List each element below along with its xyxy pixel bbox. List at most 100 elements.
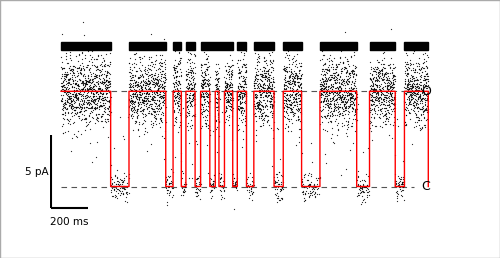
Point	[142, 85, 150, 89]
Point	[378, 67, 386, 71]
Point	[238, 87, 246, 91]
Point	[342, 96, 350, 101]
Point	[102, 98, 110, 102]
Point	[144, 111, 152, 115]
Point	[106, 98, 114, 102]
Point	[112, 194, 120, 198]
Point	[62, 102, 70, 107]
Point	[66, 82, 74, 86]
Point	[184, 121, 192, 125]
Point	[198, 84, 206, 88]
Point	[286, 86, 294, 90]
Point	[418, 46, 426, 50]
Point	[175, 51, 183, 55]
Point	[268, 105, 276, 109]
Point	[346, 124, 354, 128]
Point	[410, 101, 418, 106]
Point	[246, 193, 254, 197]
Point	[326, 78, 334, 82]
Point	[326, 86, 334, 90]
Point	[385, 62, 393, 67]
Point	[411, 91, 419, 95]
Point	[420, 76, 428, 80]
Point	[87, 98, 95, 102]
Point	[273, 126, 281, 130]
Point	[390, 106, 398, 110]
Point	[368, 138, 376, 142]
Point	[384, 78, 392, 82]
Point	[326, 78, 334, 82]
Point	[302, 191, 310, 195]
Point	[319, 107, 327, 111]
Point	[120, 187, 128, 191]
Point	[283, 105, 291, 109]
Point	[126, 74, 134, 78]
Point	[128, 88, 136, 92]
Point	[344, 90, 352, 94]
Point	[74, 91, 82, 95]
Point	[203, 99, 211, 103]
Point	[226, 107, 234, 111]
Point	[342, 104, 350, 109]
Point	[200, 102, 208, 106]
Point	[74, 66, 82, 70]
Point	[204, 65, 212, 69]
Point	[174, 62, 182, 66]
Point	[418, 104, 426, 109]
Point	[263, 78, 271, 82]
Point	[70, 88, 78, 92]
Point	[64, 96, 72, 100]
Point	[68, 94, 76, 99]
Point	[170, 110, 177, 114]
Point	[130, 108, 138, 112]
Point	[248, 174, 256, 179]
Point	[72, 86, 80, 91]
Point	[252, 74, 260, 78]
Point	[188, 69, 196, 74]
Point	[320, 114, 328, 118]
Point	[386, 96, 394, 100]
Point	[238, 69, 246, 73]
Point	[328, 75, 336, 79]
Point	[146, 46, 154, 50]
Point	[99, 112, 107, 116]
Point	[152, 116, 160, 120]
Point	[170, 118, 178, 123]
Point	[402, 91, 410, 95]
Point	[58, 104, 66, 108]
Point	[156, 96, 164, 101]
Point	[419, 88, 427, 93]
Point	[194, 176, 202, 180]
Point	[268, 97, 276, 101]
Point	[78, 96, 86, 100]
Point	[188, 71, 196, 75]
Point	[182, 100, 190, 104]
Point	[254, 72, 262, 77]
Point	[318, 76, 326, 80]
Point	[418, 70, 426, 75]
Point	[371, 69, 379, 73]
Point	[386, 27, 394, 31]
Point	[57, 98, 65, 102]
Point	[172, 64, 180, 68]
Point	[290, 99, 298, 103]
Point	[76, 116, 84, 120]
Point	[265, 82, 273, 86]
Point	[368, 84, 376, 88]
Point	[188, 102, 196, 106]
Point	[348, 68, 356, 72]
Point	[70, 71, 78, 75]
Point	[239, 84, 247, 88]
Point	[214, 82, 222, 86]
Point	[84, 64, 92, 69]
Point	[142, 104, 150, 108]
Point	[404, 87, 411, 92]
Point	[142, 83, 150, 87]
Point	[292, 62, 300, 66]
Point	[374, 91, 382, 95]
Point	[295, 61, 303, 65]
Point	[224, 103, 232, 107]
Point	[318, 45, 326, 50]
Point	[236, 85, 244, 89]
Point	[386, 66, 394, 70]
